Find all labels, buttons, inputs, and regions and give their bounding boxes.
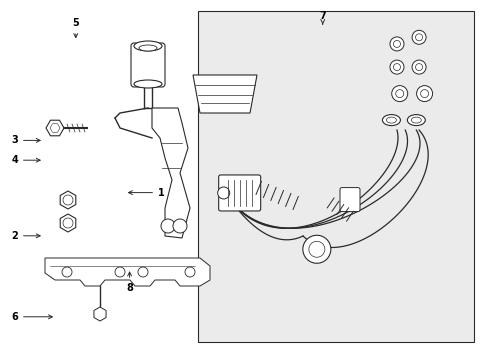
Circle shape xyxy=(63,195,73,205)
Ellipse shape xyxy=(410,117,421,123)
Circle shape xyxy=(416,86,432,102)
Circle shape xyxy=(393,64,400,71)
Circle shape xyxy=(415,34,422,41)
Text: 7: 7 xyxy=(319,11,325,24)
FancyBboxPatch shape xyxy=(218,175,260,211)
Circle shape xyxy=(411,60,425,74)
Circle shape xyxy=(173,219,186,233)
Circle shape xyxy=(115,267,125,277)
Circle shape xyxy=(420,90,427,98)
Circle shape xyxy=(391,86,407,102)
Circle shape xyxy=(161,219,175,233)
Ellipse shape xyxy=(139,45,157,51)
Circle shape xyxy=(389,60,403,74)
Circle shape xyxy=(415,64,422,71)
Ellipse shape xyxy=(407,114,425,126)
Circle shape xyxy=(393,40,400,48)
Text: 2: 2 xyxy=(11,231,40,241)
Circle shape xyxy=(395,90,403,98)
Polygon shape xyxy=(193,75,257,113)
Circle shape xyxy=(217,187,229,199)
Circle shape xyxy=(184,267,195,277)
Polygon shape xyxy=(45,258,209,286)
FancyBboxPatch shape xyxy=(339,188,359,212)
Bar xyxy=(198,11,473,342)
Ellipse shape xyxy=(134,80,162,88)
Circle shape xyxy=(138,267,148,277)
Circle shape xyxy=(302,235,330,263)
Polygon shape xyxy=(152,108,190,238)
Text: 8: 8 xyxy=(126,272,133,293)
Circle shape xyxy=(63,218,73,228)
Ellipse shape xyxy=(134,41,162,51)
Text: 3: 3 xyxy=(11,135,40,145)
Text: 1: 1 xyxy=(128,188,164,198)
Text: 6: 6 xyxy=(11,312,52,322)
Text: 5: 5 xyxy=(72,18,79,37)
FancyBboxPatch shape xyxy=(131,43,164,87)
Text: 4: 4 xyxy=(11,155,40,165)
Circle shape xyxy=(62,267,72,277)
Circle shape xyxy=(389,37,403,51)
Circle shape xyxy=(411,30,425,44)
Ellipse shape xyxy=(382,114,400,126)
Ellipse shape xyxy=(386,117,396,123)
Circle shape xyxy=(308,241,324,257)
